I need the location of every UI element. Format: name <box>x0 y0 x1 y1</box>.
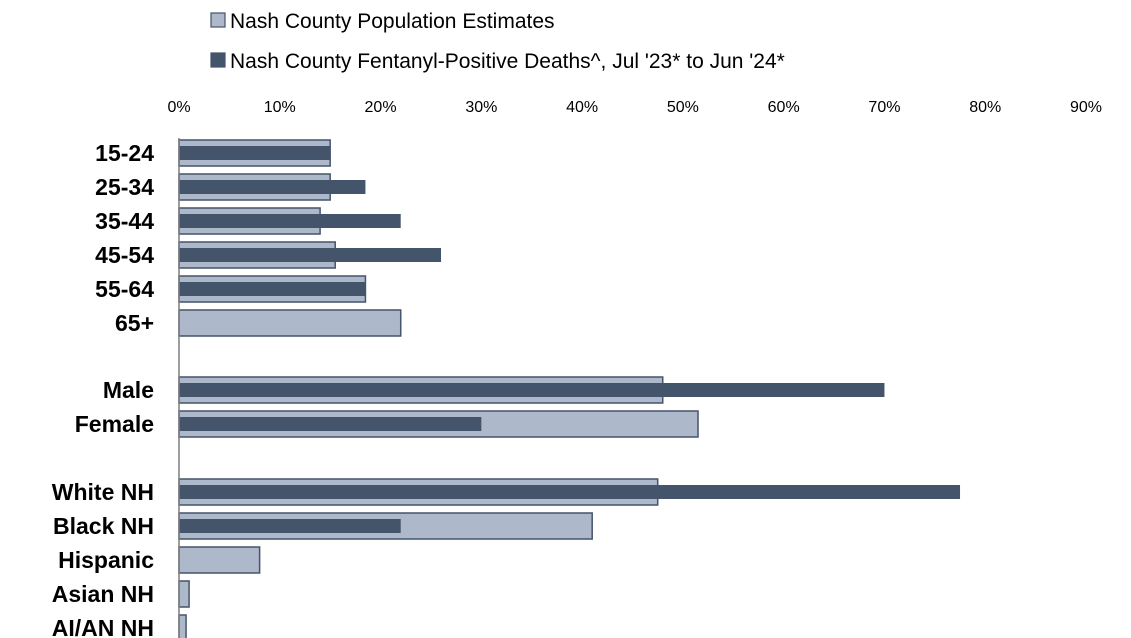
category-label: 25-34 <box>95 174 154 200</box>
legend-label: Nash County Population Estimates <box>230 10 555 33</box>
category-label: 15-24 <box>95 140 154 166</box>
x-tick-label: 0% <box>167 99 190 116</box>
legend-label: Nash County Fentanyl-Positive Deaths^, J… <box>230 50 785 73</box>
category-labels: 15-24 25-34 35-44 45-54 55-64 65+ Male Female Wh… <box>52 140 154 638</box>
x-tick-label: 10% <box>264 99 296 116</box>
deaths-bar <box>179 282 366 296</box>
x-tick-label: 60% <box>768 99 800 116</box>
x-tick-label: 40% <box>566 99 598 116</box>
x-tick-label: 30% <box>465 99 497 116</box>
category-label: AI/AN NH <box>52 615 154 638</box>
population-bar <box>178 580 190 608</box>
deaths-bar <box>179 146 331 160</box>
category-label: Female <box>75 411 154 437</box>
deaths-bar <box>179 519 401 533</box>
deaths-bar <box>179 180 366 194</box>
deaths-bar <box>179 485 961 499</box>
deaths-bar <box>179 248 442 262</box>
deaths-bar <box>179 214 401 228</box>
bars-group <box>178 139 961 638</box>
x-tick-label: 80% <box>969 99 1001 116</box>
category-label: Asian NH <box>52 581 154 607</box>
population-bar <box>178 614 187 638</box>
x-tick-label: 20% <box>365 99 397 116</box>
legend-swatch <box>210 52 226 68</box>
category-label: White NH <box>52 479 154 505</box>
deaths-bar <box>179 417 482 431</box>
deaths-bar <box>179 383 885 397</box>
category-label: Black NH <box>53 513 154 539</box>
x-tick-label: 90% <box>1070 99 1102 116</box>
x-axis-tick-labels: 0% 10% 20% 30% 40% 50% 60% 70% 80% 90% <box>167 99 1102 116</box>
category-label: Male <box>103 377 154 403</box>
x-tick-label: 50% <box>667 99 699 116</box>
population-bar <box>178 546 261 574</box>
population-bar <box>178 309 402 337</box>
category-label: 65+ <box>115 310 154 336</box>
category-label: Hispanic <box>58 547 154 573</box>
category-label: 35-44 <box>95 208 154 234</box>
chart-legend: Nash County Population Estimates Nash Cou… <box>210 10 785 73</box>
category-label: 45-54 <box>95 242 154 268</box>
category-label: 55-64 <box>95 276 154 302</box>
legend-swatch <box>210 12 226 28</box>
x-tick-label: 70% <box>868 99 900 116</box>
